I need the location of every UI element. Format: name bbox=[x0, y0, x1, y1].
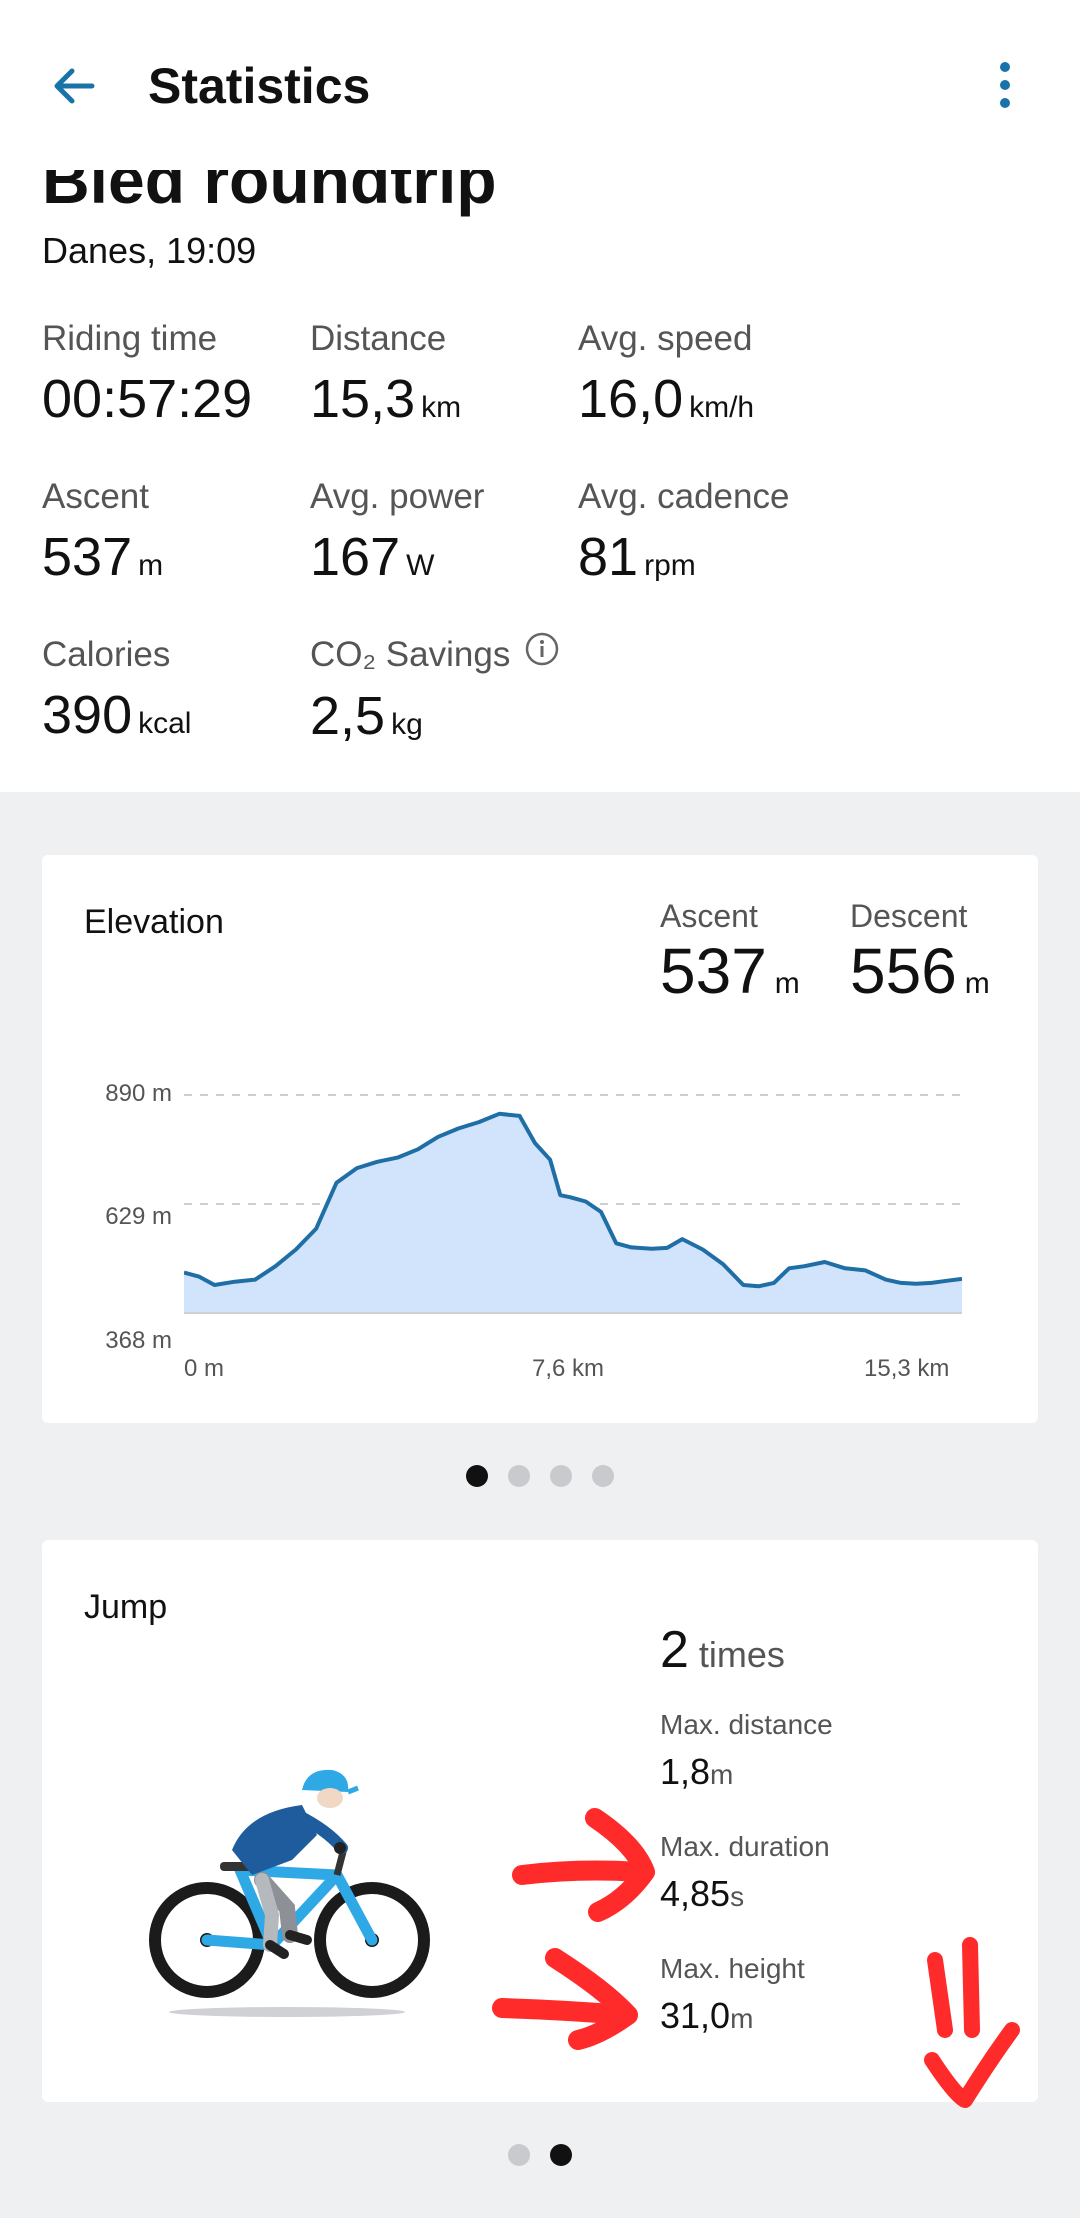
stat-value: 2,5 bbox=[310, 685, 386, 746]
stat-label: Riding time bbox=[42, 319, 218, 358]
jump-stat-unit: m bbox=[710, 1759, 734, 1790]
pager-dot[interactable] bbox=[592, 1465, 614, 1487]
stat-label: Avg. power bbox=[310, 477, 485, 516]
stat-avg-power: Avg. power 167 W bbox=[310, 476, 570, 602]
info-icon bbox=[526, 632, 559, 665]
stat-label: CO₂ Savings bbox=[310, 635, 511, 674]
stat-unit: m bbox=[138, 549, 164, 582]
jump-card[interactable]: Jump 2 times Max. distance 1,8m Max. dura… bbox=[42, 1540, 1038, 2102]
jump-stat-label: Max. distance bbox=[660, 1709, 833, 1740]
stat-value: 15,3 bbox=[310, 369, 416, 429]
pager-dot[interactable] bbox=[550, 2144, 572, 2166]
jump-stat-value: 4,85 bbox=[660, 1873, 731, 1914]
stat-value: 16,0 bbox=[578, 369, 684, 429]
elevation-chart bbox=[184, 1094, 962, 1314]
more-vert-icon bbox=[1000, 62, 1010, 108]
card-title: Elevation bbox=[84, 903, 224, 941]
stat-label: Avg. speed bbox=[578, 319, 753, 358]
stat-unit: km bbox=[421, 391, 462, 424]
more-options-button[interactable] bbox=[990, 58, 1020, 112]
stat-calories: Calories 390 kcal bbox=[42, 634, 302, 760]
info-button[interactable] bbox=[524, 631, 560, 677]
jump-stat-unit: s bbox=[730, 1881, 745, 1912]
jump-count-unit: times bbox=[698, 1634, 785, 1675]
jump-stat-value: 31,0 bbox=[660, 1995, 731, 2036]
stat-label: Avg. cadence bbox=[578, 477, 790, 516]
stat-avg-cadence: Avg. cadence 81 rpm bbox=[578, 476, 838, 602]
pager-dot[interactable] bbox=[508, 2144, 530, 2166]
elevation-card[interactable]: Elevation Ascent 537 m Descent 556 m 890 m… bbox=[42, 855, 1038, 1423]
stat-value: 390 bbox=[42, 685, 133, 745]
jump-count-value: 2 bbox=[660, 1621, 689, 1679]
stat-unit: rpm bbox=[644, 549, 696, 582]
y-tick-label: 890 m bbox=[105, 1080, 172, 1107]
x-tick-label: 15,3 km bbox=[864, 1355, 950, 1382]
pager-dot[interactable] bbox=[550, 1465, 572, 1487]
jump-max-height: Max. height 31,0m bbox=[660, 1952, 805, 2046]
jump-count: 2 times bbox=[660, 1620, 785, 1680]
page-title: Statistics bbox=[148, 58, 371, 114]
stat-value: 00:57:29 bbox=[42, 369, 253, 429]
jump-stat-label: Max. duration bbox=[660, 1831, 830, 1862]
jump-stat-unit: m bbox=[730, 2003, 754, 2034]
elevation-ascent: Ascent 537 m bbox=[660, 897, 800, 1025]
ascent-unit: m bbox=[774, 967, 800, 1000]
mountain-bike-rider-illustration bbox=[149, 1769, 430, 2017]
jump-max-distance: Max. distance 1,8m bbox=[660, 1708, 833, 1802]
elevation-area bbox=[184, 1113, 962, 1313]
stat-unit: km/h bbox=[689, 391, 755, 424]
pager-dot[interactable] bbox=[466, 1465, 488, 1487]
stat-unit: kg bbox=[391, 707, 423, 741]
stat-value: 81 bbox=[578, 527, 639, 587]
jump-stat-label: Max. height bbox=[660, 1953, 805, 1984]
stat-co2-savings: CO₂ Savings 2,5 kg bbox=[310, 631, 630, 761]
y-tick-label: 629 m bbox=[105, 1203, 172, 1230]
stat-value: 167 bbox=[310, 527, 401, 587]
x-tick-label: 0 m bbox=[184, 1355, 225, 1382]
descent-value: 556 bbox=[850, 935, 957, 1007]
app-bar: Statistics bbox=[0, 0, 1080, 170]
stat-riding-time: Riding time 00:57:29 bbox=[42, 318, 302, 444]
descent-unit: m bbox=[964, 967, 990, 1000]
jump-stat-value: 1,8 bbox=[660, 1751, 711, 1792]
elevation-descent: Descent 556 m bbox=[850, 897, 990, 1025]
x-tick-label: 7,6 km bbox=[532, 1355, 605, 1382]
stat-label: Calories bbox=[42, 635, 171, 674]
stat-distance: Distance 15,3 km bbox=[310, 318, 570, 444]
back-button[interactable] bbox=[44, 56, 104, 116]
stat-unit: W bbox=[406, 549, 435, 582]
elevation-line bbox=[184, 1111, 962, 1289]
ascent-label: Ascent bbox=[660, 898, 758, 934]
stat-value: 537 bbox=[42, 527, 133, 587]
y-tick-label: 368 m bbox=[105, 1327, 172, 1354]
stat-ascent: Ascent 537 m bbox=[42, 476, 302, 602]
stat-unit: kcal bbox=[138, 707, 192, 740]
stat-label: Distance bbox=[310, 319, 447, 358]
stat-avg-speed: Avg. speed 16,0 km/h bbox=[578, 318, 838, 444]
descent-label: Descent bbox=[850, 898, 968, 934]
elevation-pager[interactable] bbox=[466, 1465, 614, 1487]
pager-dot[interactable] bbox=[508, 1465, 530, 1487]
jump-pager[interactable] bbox=[508, 2144, 572, 2166]
ride-date: Danes, 19:09 bbox=[42, 230, 257, 271]
card-title: Jump bbox=[84, 1588, 168, 1626]
ascent-value: 537 bbox=[660, 935, 767, 1007]
jump-max-duration: Max. duration 4,85s bbox=[660, 1830, 830, 1924]
stat-label: Ascent bbox=[42, 477, 149, 516]
arrow-left-icon bbox=[54, 68, 95, 104]
